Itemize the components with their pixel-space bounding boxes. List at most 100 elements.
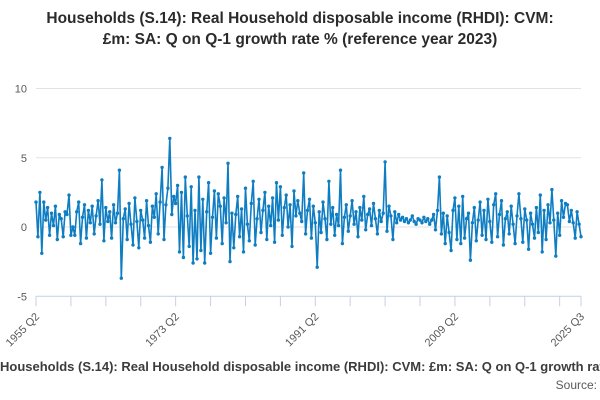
data-point[interactable] (404, 217, 409, 221)
data-point[interactable] (150, 204, 155, 208)
data-point[interactable] (511, 222, 515, 226)
data-point[interactable] (565, 203, 570, 207)
data-point[interactable] (123, 207, 127, 211)
data-point[interactable] (51, 223, 56, 228)
data-point[interactable] (317, 210, 321, 214)
data-point[interactable] (476, 218, 480, 222)
data-point[interactable] (156, 232, 160, 236)
data-point[interactable] (94, 214, 98, 218)
data-point[interactable] (356, 235, 360, 239)
data-point[interactable] (464, 217, 469, 221)
data-point[interactable] (313, 221, 317, 225)
data-point[interactable] (292, 189, 296, 193)
data-point[interactable] (501, 243, 506, 247)
data-point[interactable] (569, 208, 573, 213)
data-point[interactable] (391, 237, 395, 242)
data-point[interactable] (492, 203, 496, 207)
data-point[interactable] (137, 246, 141, 250)
data-point[interactable] (228, 259, 232, 264)
data-point[interactable] (253, 243, 257, 247)
data-point[interactable] (309, 236, 314, 240)
data-point[interactable] (402, 219, 407, 224)
data-point[interactable] (96, 199, 100, 203)
data-point[interactable] (315, 265, 319, 269)
data-point[interactable] (383, 160, 387, 164)
data-point[interactable] (160, 165, 164, 170)
data-point[interactable] (300, 219, 304, 224)
data-point[interactable] (98, 222, 102, 226)
data-point[interactable] (65, 212, 69, 217)
data-point[interactable] (75, 210, 79, 214)
data-point[interactable] (579, 235, 583, 239)
series-households-rhdi[interactable] (34, 136, 583, 280)
data-point[interactable] (445, 214, 449, 218)
data-point[interactable] (303, 232, 308, 236)
data-point[interactable] (269, 223, 273, 228)
data-point[interactable] (261, 208, 265, 213)
data-point[interactable] (387, 204, 391, 208)
data-point[interactable] (106, 219, 110, 224)
data-point[interactable] (367, 207, 372, 211)
data-point[interactable] (455, 237, 459, 242)
data-point[interactable] (90, 204, 94, 208)
data-point[interactable] (257, 197, 261, 201)
data-point[interactable] (142, 236, 147, 240)
data-point[interactable] (466, 211, 471, 215)
data-point[interactable] (152, 215, 156, 219)
data-point[interactable] (284, 193, 288, 197)
data-point[interactable] (366, 212, 370, 217)
data-point[interactable] (57, 212, 61, 217)
data-point[interactable] (259, 230, 263, 235)
data-point[interactable] (331, 205, 335, 210)
data-point[interactable] (181, 255, 186, 260)
data-point[interactable] (183, 175, 187, 179)
data-point[interactable] (408, 218, 412, 222)
data-point[interactable] (214, 236, 219, 240)
data-point[interactable] (88, 221, 93, 225)
data-point[interactable] (362, 194, 366, 199)
data-point[interactable] (507, 232, 511, 236)
data-point[interactable] (435, 208, 440, 213)
data-point[interactable] (77, 200, 81, 204)
data-point[interactable] (515, 214, 519, 218)
data-point[interactable] (272, 240, 277, 244)
data-point[interactable] (201, 197, 205, 201)
data-point[interactable] (216, 192, 220, 196)
data-point[interactable] (558, 233, 562, 237)
data-point[interactable] (189, 185, 193, 189)
data-point[interactable] (263, 190, 267, 195)
data-point[interactable] (360, 218, 364, 222)
data-point[interactable] (133, 196, 137, 200)
data-point[interactable] (38, 190, 42, 195)
data-point[interactable] (80, 215, 85, 219)
data-point[interactable] (346, 229, 350, 233)
data-point[interactable] (418, 218, 422, 222)
data-point[interactable] (154, 192, 158, 196)
data-point[interactable] (311, 204, 315, 208)
data-point[interactable] (206, 181, 211, 185)
data-point[interactable] (141, 218, 145, 222)
data-point[interactable] (334, 212, 339, 217)
data-point[interactable] (428, 222, 432, 226)
data-point[interactable] (546, 203, 550, 207)
data-point[interactable] (47, 233, 52, 237)
data-point[interactable] (364, 228, 368, 232)
data-point[interactable] (59, 217, 63, 221)
data-point[interactable] (410, 214, 414, 218)
data-point[interactable] (236, 194, 240, 199)
data-point[interactable] (495, 235, 500, 239)
data-point[interactable] (239, 207, 244, 211)
data-point[interactable] (109, 236, 114, 240)
data-point[interactable] (199, 248, 203, 253)
data-point[interactable] (472, 205, 476, 210)
data-point[interactable] (82, 203, 87, 207)
data-point[interactable] (550, 187, 554, 192)
data-point[interactable] (61, 235, 65, 239)
data-point[interactable] (40, 251, 44, 255)
data-point[interactable] (490, 240, 494, 244)
data-point[interactable] (222, 196, 226, 200)
data-point[interactable] (135, 219, 139, 224)
data-point[interactable] (395, 221, 399, 225)
data-point[interactable] (414, 222, 418, 226)
data-point[interactable] (542, 208, 546, 213)
